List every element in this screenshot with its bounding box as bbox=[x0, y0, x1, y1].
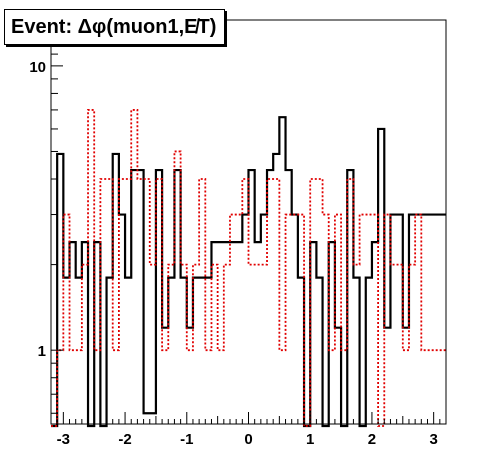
histogram-layer bbox=[51, 109, 446, 428]
x-tick-label: -2 bbox=[118, 431, 131, 448]
chart-title: Event: Δφ(muon1,E̸T) bbox=[11, 15, 217, 38]
axis-layer: -3 -2 -1 0 1 2 3 1 10 bbox=[29, 23, 447, 448]
y-tick-label: 1 bbox=[38, 343, 46, 360]
x-tick-label: -3 bbox=[57, 431, 70, 448]
histogram-series-2 bbox=[51, 109, 446, 427]
x-tick-label: 3 bbox=[429, 431, 437, 448]
y-tick-label: 10 bbox=[29, 59, 46, 76]
x-tick-label: 1 bbox=[306, 431, 314, 448]
x-tick-label: 0 bbox=[244, 431, 252, 448]
x-tick-label: 2 bbox=[368, 431, 376, 448]
x-tick-label: -1 bbox=[180, 431, 193, 448]
title-box: Event: Δφ(muon1,E̸T) bbox=[4, 9, 226, 45]
histogram-series-1 bbox=[51, 116, 446, 428]
